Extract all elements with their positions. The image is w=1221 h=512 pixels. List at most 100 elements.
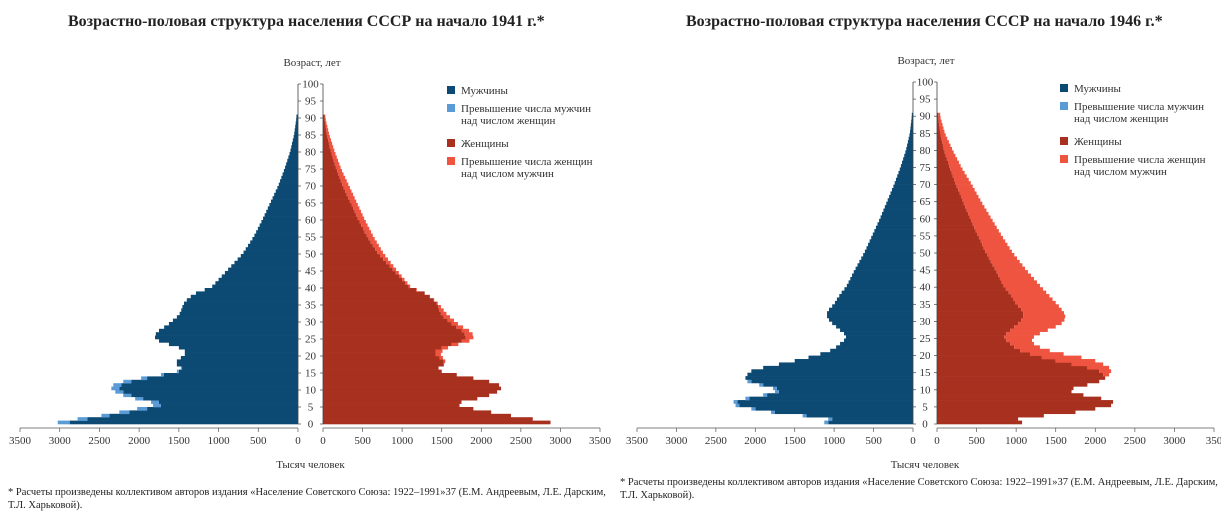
men-bar (849, 280, 913, 284)
men-bar (283, 172, 298, 176)
x-tick-label: 2500 (705, 435, 728, 447)
women-excess-bar (452, 322, 458, 326)
men-bar (159, 400, 298, 404)
men-bar (902, 161, 913, 165)
men-bar (179, 370, 298, 374)
age-tick-label: 40 (305, 283, 317, 295)
x-tick-label: 2500 (510, 435, 533, 447)
women-bar (937, 373, 1103, 377)
legend-swatch (447, 86, 455, 94)
men-excess-bar (763, 393, 767, 397)
women-excess-bar (987, 253, 1014, 257)
women-bar (937, 239, 981, 243)
women-bar (937, 280, 1002, 284)
men-bar (738, 400, 913, 404)
x-tick-label: 0 (910, 435, 916, 447)
x-tick-label: 2000 (128, 435, 151, 447)
men-bar (857, 263, 913, 267)
women-excess-bar (1013, 297, 1052, 301)
women-bar (937, 393, 1083, 397)
women-excess-bar (363, 227, 369, 231)
footnote: * Расчеты произведены коллективом авторо… (8, 486, 608, 512)
women-bar (323, 349, 436, 353)
age-tick-label: 95 (920, 94, 932, 106)
x-tick-label: 350 (1206, 435, 1221, 447)
women-excess-bar (1023, 315, 1065, 319)
men-excess-bar (747, 380, 751, 384)
women-bar (937, 345, 1014, 349)
men-bar (177, 363, 298, 367)
men-bar (159, 339, 298, 343)
men-bar (901, 164, 913, 168)
men-bar (892, 188, 913, 192)
women-excess-bar (325, 121, 326, 125)
women-bar (323, 227, 363, 231)
women-excess-bar (437, 302, 438, 306)
women-bar (323, 383, 499, 387)
legend-swatch (447, 157, 455, 165)
men-excess-bar (759, 383, 763, 387)
women-bar (323, 261, 386, 265)
women-bar (323, 240, 371, 244)
pyramid-panel-1946: Возрастно-половая структура населения СС… (612, 0, 1221, 511)
men-bar (747, 373, 913, 377)
men-bar (70, 421, 298, 425)
men-excess-bar (119, 410, 129, 414)
women-bar (323, 407, 473, 411)
women-bar (323, 305, 438, 309)
x-tick-label: 1000 (208, 435, 231, 447)
women-bar (937, 397, 1101, 401)
men-bar (795, 359, 913, 363)
women-excess-bar (325, 115, 326, 119)
legend-label-line: Превышение числа женщин (461, 156, 593, 168)
age-tick-label: 60 (305, 215, 317, 227)
women-bar (937, 301, 1015, 305)
women-excess-bar (955, 181, 970, 185)
men-bar (859, 260, 913, 264)
women-bar (937, 417, 1018, 421)
women-excess-bar (971, 219, 993, 223)
women-bar (937, 232, 977, 236)
women-bar (323, 353, 436, 357)
x-axis-label: Тысяч человек (276, 459, 345, 471)
men-excess-bar (775, 390, 779, 394)
men-excess-bar (153, 404, 161, 408)
men-excess-bar (734, 400, 738, 404)
men-bar (896, 178, 913, 182)
x-tick-label: 2500 (1124, 435, 1147, 447)
men-bar (268, 206, 298, 210)
men-bar (182, 305, 298, 309)
x-tick-label: 3500 (626, 435, 649, 447)
men-bar (196, 291, 298, 295)
men-bar (234, 261, 298, 265)
women-bar (937, 144, 943, 148)
women-excess-bar (377, 251, 383, 255)
women-excess-bar (1099, 369, 1111, 373)
men-bar (835, 301, 913, 305)
men-bar (751, 369, 913, 373)
women-bar (323, 162, 335, 166)
men-bar (290, 149, 298, 153)
women-excess-bar (1020, 349, 1050, 353)
men-excess-bar (123, 380, 131, 384)
men-bar (294, 135, 298, 139)
men-bar (179, 346, 298, 350)
women-excess-bar (949, 164, 961, 168)
women-excess-bar (1030, 352, 1064, 356)
x-tick-label: 2000 (1084, 435, 1107, 447)
women-excess-bar (325, 118, 326, 122)
men-bar (807, 414, 913, 418)
women-bar (323, 376, 473, 380)
women-excess-bar (444, 315, 450, 319)
pyramid-chart-1946: 0510152025303540455055606570758085909510… (612, 0, 1221, 511)
men-bar (907, 144, 913, 148)
women-excess-bar (405, 281, 407, 285)
age-tick-label: 50 (920, 248, 932, 260)
age-tick-label: 85 (920, 128, 932, 140)
men-bar (876, 226, 913, 230)
women-bar (937, 161, 948, 165)
